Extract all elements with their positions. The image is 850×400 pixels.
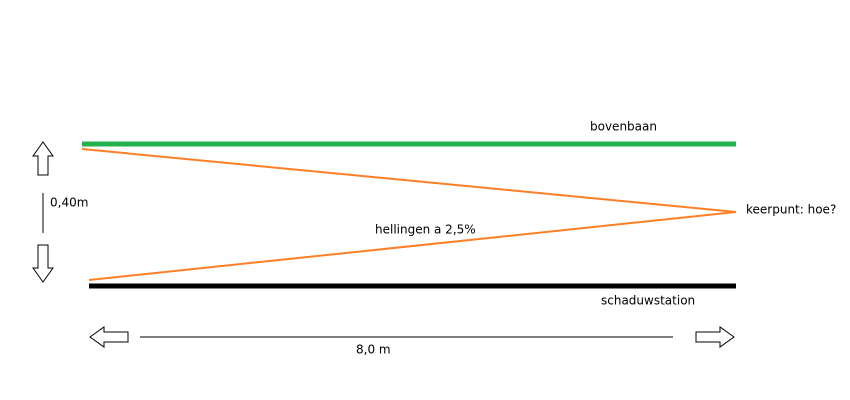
label-height: 0,40m	[50, 196, 88, 210]
left-arrow	[89, 326, 129, 348]
label-length: 8,0 m	[356, 343, 391, 357]
right-arrow	[695, 326, 735, 348]
down-arrow	[32, 244, 54, 283]
label-turn-point: keerpunt: hoe?	[746, 203, 836, 217]
slope-line	[88, 211, 737, 281]
label-top-track: bovenbaan	[590, 120, 657, 134]
slope-line	[81, 148, 737, 213]
label-slopes: hellingen a 2,5%	[375, 223, 476, 237]
up-arrow	[32, 141, 54, 176]
label-shadow-station: schaduwstation	[601, 294, 695, 308]
